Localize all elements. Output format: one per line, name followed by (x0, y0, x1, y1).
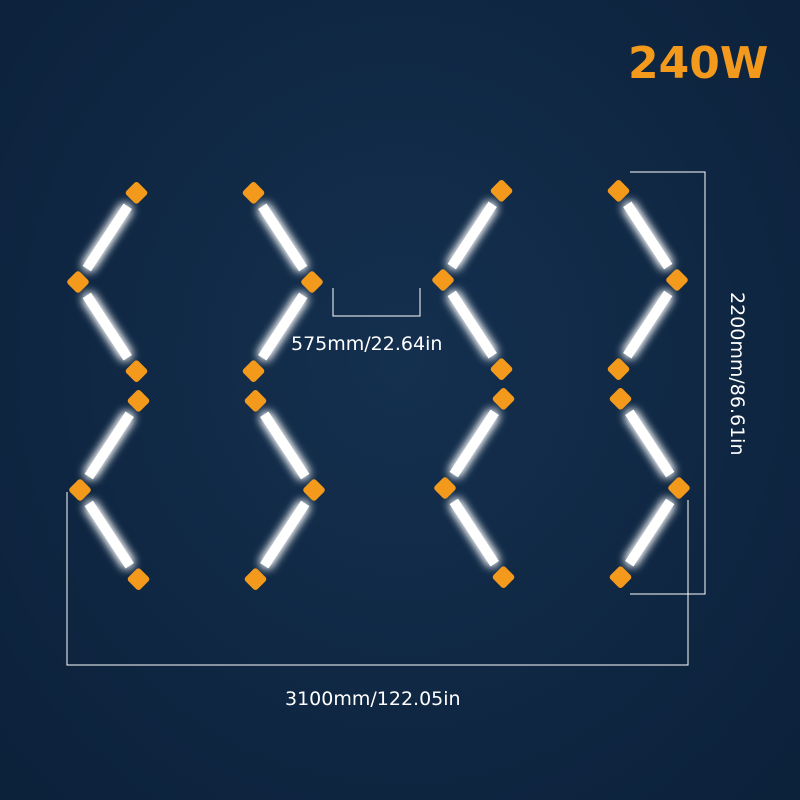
led-tube (625, 409, 675, 478)
led-tube (84, 500, 134, 569)
led-tube (258, 292, 308, 361)
corner-connector (607, 358, 630, 380)
led-tube (623, 201, 673, 270)
corner-connector (242, 360, 265, 382)
power-rating: 240W (628, 38, 769, 89)
corner-connector (490, 180, 513, 202)
led-tube (260, 500, 310, 569)
corner-connector (301, 271, 323, 293)
corner-connector (492, 388, 515, 410)
led-tube (623, 290, 673, 359)
corner-connector (432, 269, 454, 291)
led-tube (625, 498, 675, 567)
total-height-label: 2200mm/86.61in (726, 292, 748, 456)
corner-connector (609, 388, 632, 410)
width-dimension-line (66, 492, 689, 666)
corner-connector (434, 477, 456, 499)
corner-connector (492, 566, 515, 588)
height-dimension-line (630, 171, 706, 595)
corner-connector (67, 271, 89, 293)
led-tube (82, 292, 132, 361)
corner-connector (125, 360, 148, 382)
corner-connector (127, 568, 150, 590)
led-tube (447, 290, 497, 359)
corner-connector (607, 180, 630, 202)
led-tube (82, 203, 132, 272)
corner-connector (69, 479, 91, 501)
bar-length-bracket (332, 288, 421, 317)
corner-connector (242, 182, 265, 204)
bar-length-label: 575mm/22.64in (291, 333, 443, 355)
led-tube (84, 411, 134, 480)
led-tube (260, 411, 310, 480)
corner-connector (244, 390, 267, 412)
corner-connector (125, 182, 148, 204)
corner-connector (666, 269, 688, 291)
corner-connector (490, 358, 513, 380)
led-tube (449, 409, 499, 478)
led-tube (258, 203, 308, 272)
led-tube (447, 201, 497, 270)
led-tube (449, 498, 499, 567)
corner-connector (244, 568, 267, 590)
total-width-label: 3100mm/122.05in (285, 688, 461, 710)
corner-connector (668, 477, 690, 499)
corner-connector (127, 390, 150, 412)
corner-connector (609, 566, 632, 588)
corner-connector (303, 479, 325, 501)
